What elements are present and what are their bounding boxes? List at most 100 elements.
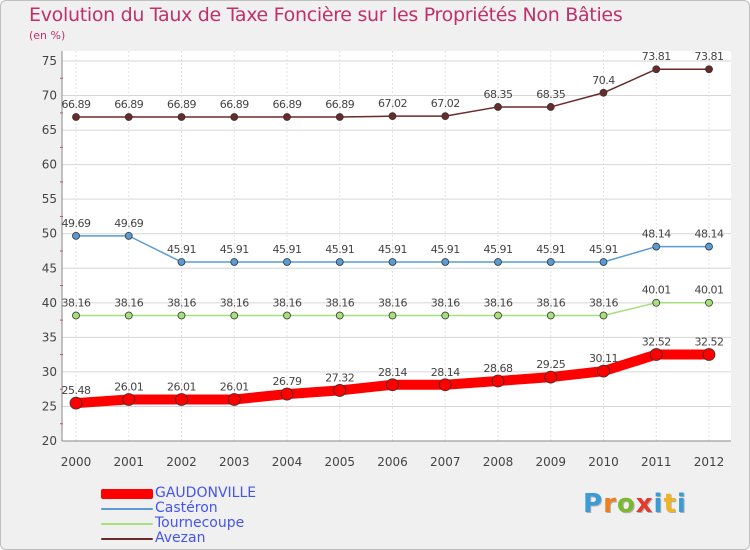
data-label: 32.52: [695, 335, 724, 348]
data-label: 66.89: [273, 98, 302, 111]
x-tick-label: 2011: [641, 455, 672, 469]
data-label: 73.81: [695, 50, 724, 63]
data-point: [494, 103, 502, 111]
data-label: 38.16: [62, 297, 91, 310]
data-point: [283, 311, 291, 320]
x-tick-label: 2004: [272, 455, 303, 469]
data-point: [388, 112, 397, 121]
data-label: 66.89: [325, 98, 354, 111]
data-point: [705, 242, 713, 251]
data-point: [335, 113, 344, 121]
data-point: [230, 258, 239, 266]
data-label: 38.16: [431, 297, 460, 310]
data-point: [494, 311, 502, 320]
y-tick-label: 35: [42, 330, 57, 344]
legend-label: Castéron: [155, 500, 218, 516]
data-label: 45.91: [431, 243, 460, 256]
data-label: 38.16: [536, 297, 565, 310]
data-point: [177, 113, 186, 121]
data-label: 38.16: [325, 297, 354, 310]
legend-item: Avezan: [101, 531, 256, 546]
data-point: [335, 311, 344, 320]
y-tick-label: 40: [42, 296, 57, 310]
y-tick-label: 45: [42, 261, 57, 275]
data-point: [227, 393, 241, 406]
data-point: [494, 258, 502, 266]
data-point: [124, 231, 133, 240]
legend-item: Tournecoupe: [101, 516, 256, 531]
data-label: 67.02: [378, 97, 407, 110]
x-tick-label: 2001: [113, 455, 144, 469]
y-tick-label: 75: [42, 54, 57, 68]
data-point: [386, 378, 399, 392]
data-point: [441, 258, 450, 266]
data-label: 28.14: [378, 366, 407, 379]
y-tick-label: 20: [42, 434, 57, 448]
legend-swatch: [101, 522, 153, 525]
legend-swatch: [101, 537, 153, 540]
data-label: 66.89: [167, 98, 196, 111]
data-point: [333, 384, 347, 397]
data-label: 28.14: [431, 366, 460, 379]
legend: GAUDONVILLE Castéron Tournecoupe Avezan: [101, 486, 256, 546]
data-point: [441, 112, 450, 121]
data-label: 38.16: [378, 297, 407, 310]
data-label: 26.79: [273, 375, 302, 388]
legend-label: Avezan: [155, 530, 206, 546]
data-point: [280, 387, 294, 401]
data-label: 45.91: [325, 243, 354, 256]
data-point: [230, 311, 239, 320]
data-point: [649, 348, 663, 361]
data-label: 73.81: [642, 50, 671, 63]
data-point: [652, 242, 661, 251]
data-point: [546, 103, 555, 111]
data-label: 45.91: [589, 243, 618, 256]
data-label: 49.69: [114, 217, 143, 230]
data-label: 38.16: [484, 297, 513, 310]
data-label: 45.91: [536, 243, 565, 256]
y-tick-label: 65: [42, 123, 57, 137]
data-point: [124, 311, 133, 320]
data-point: [599, 311, 608, 320]
data-point: [69, 396, 83, 410]
data-point: [546, 311, 555, 320]
data-label: 26.01: [220, 380, 249, 393]
data-point: [546, 258, 555, 266]
legend-label: GAUDONVILLE: [155, 485, 257, 501]
data-point: [599, 258, 608, 266]
legend-swatch: [101, 507, 153, 510]
data-point: [388, 258, 397, 266]
legend-item: GAUDONVILLE: [101, 486, 256, 501]
data-point: [177, 311, 186, 320]
data-point: [702, 348, 716, 361]
data-label: 66.89: [220, 98, 249, 111]
data-label: 29.25: [536, 358, 565, 371]
x-tick-label: 2003: [219, 455, 250, 469]
data-label: 38.16: [167, 297, 196, 310]
data-point: [597, 364, 610, 378]
data-label: 38.16: [273, 297, 302, 310]
data-point: [652, 65, 661, 74]
data-point: [705, 65, 713, 74]
data-point: [544, 370, 558, 384]
data-point: [335, 258, 344, 266]
legend-label: Tournecoupe: [155, 515, 245, 531]
x-tick-label: 2012: [694, 455, 725, 469]
data-point: [72, 231, 80, 240]
data-label: 25.48: [62, 384, 91, 397]
x-tick-label: 2008: [483, 455, 514, 469]
data-point: [283, 258, 291, 266]
proxiti-logo: Proxiti: [583, 489, 687, 519]
x-tick-label: 2010: [588, 455, 619, 469]
data-point: [599, 88, 608, 97]
y-tick-label: 55: [42, 192, 57, 206]
data-label: 67.02: [431, 97, 460, 110]
x-tick-label: 2009: [535, 455, 566, 469]
x-tick-label: 2005: [324, 455, 355, 469]
data-label: 45.91: [220, 243, 249, 256]
data-label: 45.91: [484, 243, 513, 256]
data-point: [438, 378, 452, 392]
data-label: 27.32: [325, 371, 354, 384]
